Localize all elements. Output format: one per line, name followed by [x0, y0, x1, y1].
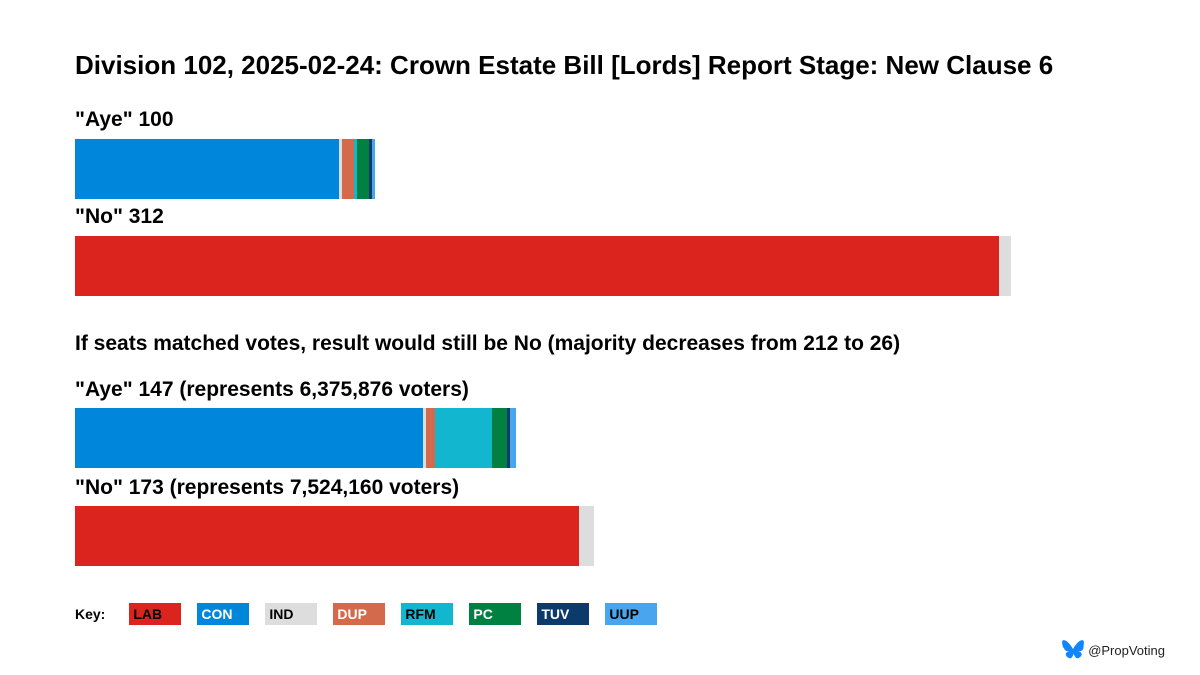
- proportional-aye-label: "Aye" 147 (represents 6,375,876 voters): [75, 378, 469, 401]
- legend-item-ind: IND: [265, 603, 318, 625]
- proportional-no-bar: [75, 506, 594, 566]
- bar-segment-aye-con: [75, 139, 339, 199]
- bar-segment-aye-rfm: [354, 139, 357, 199]
- proportional-aye-bar: [75, 408, 516, 468]
- proportional-no-label: "No" 173 (represents 7,524,160 voters): [75, 476, 460, 499]
- actual-no-bar: [75, 236, 1011, 296]
- chart-title: Division 102, 2025-02-24: Crown Estate B…: [75, 50, 1054, 80]
- actual-aye-label: "Aye" 100: [75, 108, 174, 131]
- bar-segment-no-ind: [579, 506, 594, 566]
- bar-segment-no-lab: [75, 236, 999, 296]
- bar-segment-aye-tuv: [369, 139, 372, 199]
- legend-item-pc: PC: [469, 603, 522, 625]
- bar-segment-aye-ind: [339, 139, 342, 199]
- bar-segment-aye-uup: [372, 139, 375, 199]
- legend-item-rfm: RFM: [401, 603, 454, 625]
- bar-segment-no-lab: [75, 506, 579, 566]
- bar-segment-aye-pc: [492, 408, 507, 468]
- bar-segment-aye-ind: [423, 408, 426, 468]
- bar-segment-aye-dup: [426, 408, 435, 468]
- legend: Key: LAB CON IND DUP RFM PC TUV UUP: [75, 603, 673, 625]
- proportional-note: If seats matched votes, result would sti…: [75, 332, 901, 355]
- bar-segment-aye-con: [75, 408, 423, 468]
- legend-item-tuv: TUV: [537, 603, 590, 625]
- legend-item-uup: UUP: [605, 603, 658, 625]
- legend-label: Key:: [75, 606, 106, 622]
- legend-item-lab: LAB: [129, 603, 182, 625]
- legend-item-con: CON: [197, 603, 250, 625]
- actual-no-label: "No" 312: [75, 205, 164, 228]
- butterfly-icon: [1062, 640, 1085, 659]
- actual-aye-bar: [75, 139, 375, 199]
- bar-segment-aye-dup: [342, 139, 354, 199]
- bar-segment-aye-uup: [510, 408, 516, 468]
- bar-segment-aye-tuv: [507, 408, 510, 468]
- bar-segment-aye-pc: [357, 139, 369, 199]
- handle-text: @PropVoting: [1088, 642, 1165, 658]
- legend-item-dup: DUP: [333, 603, 386, 625]
- bar-segment-no-ind: [999, 236, 1011, 296]
- bar-segment-aye-rfm: [435, 408, 492, 468]
- social-handle[interactable]: @PropVoting: [1062, 640, 1165, 660]
